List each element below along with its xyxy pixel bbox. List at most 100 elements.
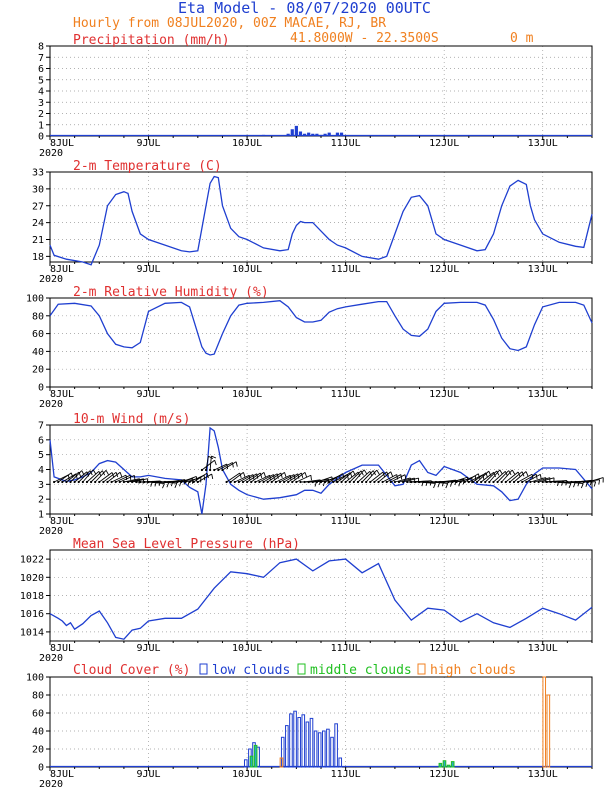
wind-barb: [341, 470, 354, 483]
precip-ytick-label: 2: [38, 109, 44, 120]
wind-barb-dot: [143, 480, 146, 484]
rh-xtick-label: 9JUL: [136, 389, 160, 400]
wind-barb: [90, 470, 103, 483]
precip-bar: [302, 133, 307, 136]
wind-barb: [316, 476, 333, 483]
wind-barb-dot: [311, 480, 314, 484]
wind-barb-dot: [508, 480, 511, 484]
wind-barb: [291, 472, 306, 483]
wind-barb-dot: [274, 480, 277, 484]
wind-year-label: 2020: [39, 526, 63, 537]
wind-line: [49, 426, 593, 515]
wind-barb: [271, 472, 285, 483]
wind-barb-dot: [475, 480, 479, 484]
wind-xtick-label: 12JUL: [429, 516, 459, 527]
wind-barb-dot: [500, 480, 503, 484]
wind-barb-dot: [521, 480, 524, 484]
wind-ytick-label: 6: [38, 435, 44, 446]
mslp-year-label: 2020: [39, 653, 63, 664]
wind-barb-dot: [344, 480, 347, 484]
wind-barb-dot: [204, 468, 208, 472]
wind-barb-dot: [270, 480, 273, 484]
wind-barb-flag: [539, 474, 542, 480]
cloud-bar-low-clouds: [326, 728, 330, 768]
wind-barb-dot: [122, 480, 126, 484]
wind-barb: [66, 471, 80, 483]
wind-barb: [238, 474, 254, 483]
wind-barb-flag: [67, 474, 70, 480]
precip-bar: [319, 134, 323, 136]
wind-barb-dot: [85, 480, 89, 484]
cloud-bar-low-clouds: [297, 717, 301, 768]
wind-xtick-label: 9JUL: [136, 516, 160, 527]
mslp-ytick-label: 1014: [20, 627, 44, 638]
wind-xtick-label: 13JUL: [528, 516, 558, 527]
wind-barb: [214, 463, 228, 471]
wind-barb-dot: [73, 480, 76, 484]
cloud-ytick-label: 60: [32, 709, 44, 720]
wind-barb-dot: [180, 480, 183, 484]
precip-bar: [323, 133, 327, 136]
wind-barb-dot: [319, 480, 323, 484]
wind-barb-flag: [276, 473, 279, 479]
wind-title: 10-m Wind (m/s): [73, 412, 190, 427]
wind-barb-dot: [463, 480, 466, 484]
wind-barb: [505, 471, 519, 483]
cloud-ytick-label: 20: [32, 745, 44, 756]
precip-xtick-label: 13JUL: [528, 138, 558, 149]
wind-barb-dot: [282, 480, 286, 484]
rh-ytick-label: 60: [32, 329, 44, 340]
wind-barb-dot: [291, 480, 294, 484]
wind-barb: [476, 470, 490, 483]
wind-barb-flag: [390, 471, 394, 477]
rh-line: [49, 300, 593, 356]
wind-barb-dot: [574, 480, 577, 484]
wind-barb-dot: [167, 480, 171, 484]
rh-ytick-label: 0: [38, 383, 44, 394]
wind-barb: [403, 477, 419, 483]
wind-barb: [378, 471, 392, 483]
cloud-bar-high-clouds: [542, 676, 547, 768]
rh-xtick-label: 8JUL: [50, 389, 74, 400]
cloud-bar-low-clouds: [293, 710, 297, 768]
wind-barb-flag: [119, 472, 123, 478]
wind-barb: [480, 471, 495, 483]
legend-swatch: [417, 663, 426, 675]
wind-barb-dot: [217, 468, 220, 472]
wind-barb-flag: [206, 473, 209, 479]
temp-ytick-label: 33: [32, 168, 44, 179]
wind-barb: [255, 474, 270, 483]
wind-barb-dot: [225, 480, 228, 484]
wind-barb-dot: [135, 480, 138, 484]
wind-barb-dot: [151, 480, 154, 484]
wind-barb-dot: [295, 480, 298, 484]
cloud-bar-low-clouds: [309, 717, 314, 768]
wind-barb: [99, 472, 113, 483]
cloud-xtick-label: 13JUL: [528, 769, 558, 780]
wind-barb-dot: [360, 480, 364, 484]
wind-barb: [501, 469, 513, 483]
wind-barb-flag: [346, 474, 349, 480]
precip-ytick-label: 8: [38, 42, 44, 53]
wind-barb-dot: [504, 480, 507, 484]
wind-barb-dot: [139, 480, 142, 484]
wind-barb-flag: [105, 470, 109, 475]
wind-barb-dot: [426, 480, 429, 484]
wind-barb-flag: [280, 472, 283, 478]
wind-barb: [333, 473, 348, 483]
wind-barb: [123, 478, 140, 483]
wind-barb-dot: [233, 480, 236, 484]
legend-label: low clouds: [212, 663, 290, 678]
wind-barb-flag: [129, 475, 132, 481]
wind-barb: [169, 479, 185, 483]
wind-barb-dot: [549, 480, 553, 484]
mslp-ytick-label: 1018: [20, 591, 44, 602]
wind-barb: [181, 476, 197, 483]
wind-barb-dot: [114, 480, 117, 484]
cloud-bar-middle-clouds: [249, 755, 254, 768]
wind-barb: [115, 474, 131, 483]
wind-barb: [279, 474, 295, 483]
wind-barb: [193, 472, 208, 483]
wind-barb-dot: [365, 480, 368, 484]
